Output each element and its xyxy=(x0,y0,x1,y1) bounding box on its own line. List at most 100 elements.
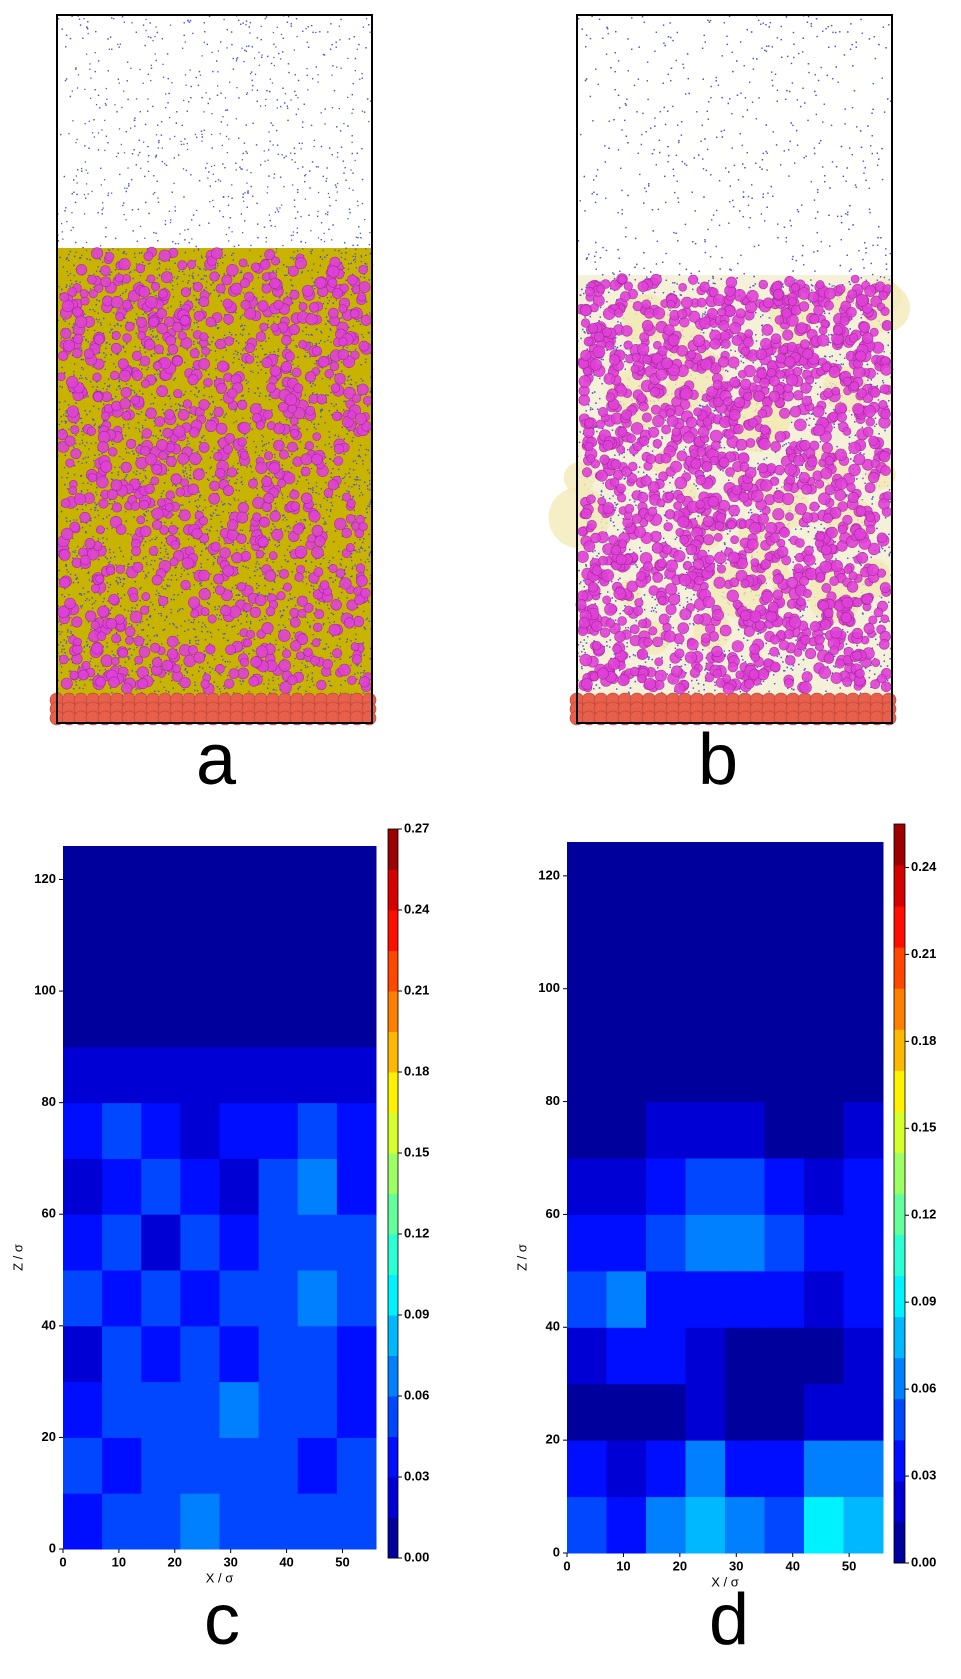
particle xyxy=(240,318,241,319)
particle xyxy=(170,398,171,399)
particle xyxy=(175,626,176,627)
particle xyxy=(185,74,186,75)
particle xyxy=(308,26,309,27)
particle xyxy=(116,632,117,633)
particle xyxy=(105,348,106,349)
particle xyxy=(85,161,86,162)
particle xyxy=(169,395,170,396)
particle xyxy=(292,598,293,599)
particle xyxy=(228,240,229,241)
particle xyxy=(236,87,237,88)
particle xyxy=(73,323,74,324)
particle xyxy=(86,442,87,443)
particle xyxy=(167,553,168,554)
particle xyxy=(95,31,96,32)
particle xyxy=(240,623,241,624)
particle xyxy=(288,600,289,601)
particle xyxy=(305,520,306,521)
particle xyxy=(178,154,179,155)
particle xyxy=(96,271,97,272)
particle xyxy=(170,219,171,220)
particle xyxy=(256,446,257,447)
particle xyxy=(313,263,314,264)
particle xyxy=(70,631,71,632)
particle xyxy=(155,594,156,595)
particle xyxy=(274,457,275,458)
particle xyxy=(94,311,95,312)
particle xyxy=(346,525,347,526)
particle xyxy=(284,275,285,276)
particle xyxy=(254,639,255,640)
particle xyxy=(279,421,280,422)
particle xyxy=(363,672,364,673)
particle xyxy=(135,346,136,347)
particle xyxy=(224,543,225,544)
particle xyxy=(246,169,247,170)
particle xyxy=(320,331,321,332)
particle xyxy=(365,359,366,360)
particle xyxy=(270,352,271,353)
particle xyxy=(179,233,180,234)
particle xyxy=(294,597,295,598)
particle xyxy=(181,144,182,145)
particle xyxy=(369,506,370,507)
particle xyxy=(305,28,306,29)
particle xyxy=(176,122,177,123)
particle xyxy=(274,226,275,227)
particle xyxy=(358,549,359,550)
particle xyxy=(351,294,352,295)
particle xyxy=(114,467,115,468)
particle xyxy=(124,22,125,23)
particle xyxy=(230,383,231,384)
particle xyxy=(221,121,222,122)
particle xyxy=(262,446,263,447)
particle xyxy=(200,495,201,496)
particle xyxy=(76,519,77,520)
particle xyxy=(161,435,162,436)
particle xyxy=(131,556,132,557)
particle xyxy=(210,506,211,507)
particle xyxy=(331,613,332,614)
particle xyxy=(307,42,308,43)
particle xyxy=(295,563,296,564)
particle xyxy=(215,368,216,369)
particle xyxy=(178,403,179,404)
particle xyxy=(151,539,152,540)
particle xyxy=(281,204,282,205)
particle xyxy=(233,422,234,423)
particle xyxy=(157,374,158,375)
particle xyxy=(84,593,85,594)
particle xyxy=(328,647,329,648)
particle xyxy=(166,269,167,270)
particle xyxy=(83,18,84,19)
particle xyxy=(249,32,250,33)
particle xyxy=(225,588,226,589)
particle xyxy=(88,621,89,622)
particle xyxy=(331,75,332,76)
particle xyxy=(123,556,124,557)
particle xyxy=(143,470,144,471)
particle xyxy=(67,488,68,489)
particle xyxy=(78,74,79,75)
particle xyxy=(97,673,98,674)
particle xyxy=(261,54,262,55)
particle xyxy=(167,395,168,396)
particle xyxy=(142,621,143,622)
particle xyxy=(313,282,314,283)
particle xyxy=(203,268,204,269)
particle xyxy=(210,672,211,673)
particle xyxy=(267,324,268,325)
particle xyxy=(104,179,105,180)
particle xyxy=(164,629,165,630)
particle xyxy=(183,100,184,101)
particle xyxy=(82,440,83,441)
particle xyxy=(314,363,315,364)
snapshot xyxy=(50,15,376,725)
particle xyxy=(288,266,289,267)
particle xyxy=(126,191,127,192)
particle xyxy=(284,157,285,158)
particle xyxy=(127,656,128,657)
particle xyxy=(81,168,82,169)
particle xyxy=(141,482,142,483)
particle xyxy=(297,168,298,169)
